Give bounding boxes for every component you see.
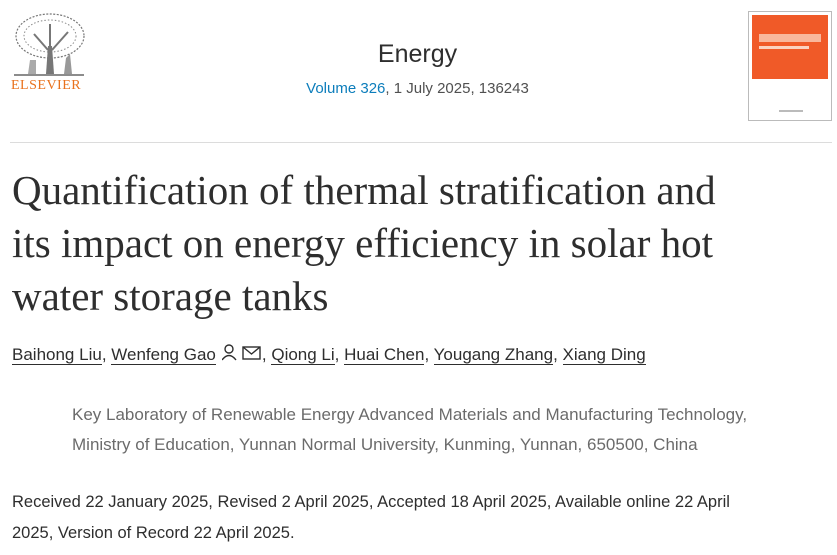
- divider: [10, 142, 832, 143]
- affiliation-line: Ministry of Education, Yunnan Normal Uni…: [72, 435, 698, 454]
- author-name[interactable]: Huai Chen: [344, 345, 425, 365]
- dates-line: Received 22 January 2025, Revised 2 Apri…: [12, 493, 730, 511]
- author-icons[interactable]: [221, 344, 262, 362]
- dates: Received 22 January 2025, Revised 2 Apri…: [12, 487, 730, 549]
- title-line: its impact on energy efficiency in solar…: [12, 220, 713, 266]
- cover-mark: [759, 34, 821, 42]
- affiliation-line: Key Laboratory of Renewable Energy Advan…: [72, 405, 748, 424]
- publisher-name: ELSEVIER: [11, 78, 82, 93]
- author-name[interactable]: Yougang Zhang: [433, 345, 554, 365]
- author-name[interactable]: Xiang Ding: [562, 345, 646, 365]
- author-separator: ,: [334, 345, 340, 364]
- author-list: Baihong Liu, Wenfeng Gao, Qiong Li, Huai…: [12, 344, 646, 365]
- author-name[interactable]: Wenfeng Gao: [111, 345, 216, 365]
- affiliation: Key Laboratory of Renewable Energy Advan…: [72, 400, 747, 460]
- author-separator: ,: [424, 345, 430, 364]
- journal-title[interactable]: Energy: [377, 40, 458, 68]
- issue-line: Volume 326, 1 July 2025, 136243: [250, 80, 585, 97]
- cover-mark: [759, 46, 809, 49]
- article-title: Quantification of thermal stratification…: [12, 164, 716, 323]
- volume-link[interactable]: Volume 326: [306, 80, 386, 97]
- author-name[interactable]: Baihong Liu: [12, 345, 102, 365]
- author-name[interactable]: Qiong Li: [271, 345, 335, 365]
- author-separator: ,: [101, 345, 107, 364]
- publisher-logo: [10, 10, 88, 92]
- author-separator: ,: [553, 345, 558, 364]
- issue-info: , 1 July 2025, 136243: [385, 80, 529, 97]
- title-line: water storage tanks: [12, 273, 329, 319]
- author-separator: ,: [261, 345, 267, 364]
- title-line: Quantification of thermal stratification…: [12, 167, 716, 213]
- dates-line: 2025, Version of Record 22 April 2025.: [12, 524, 295, 542]
- journal-cover[interactable]: [748, 11, 832, 121]
- cover-mark: [779, 110, 803, 112]
